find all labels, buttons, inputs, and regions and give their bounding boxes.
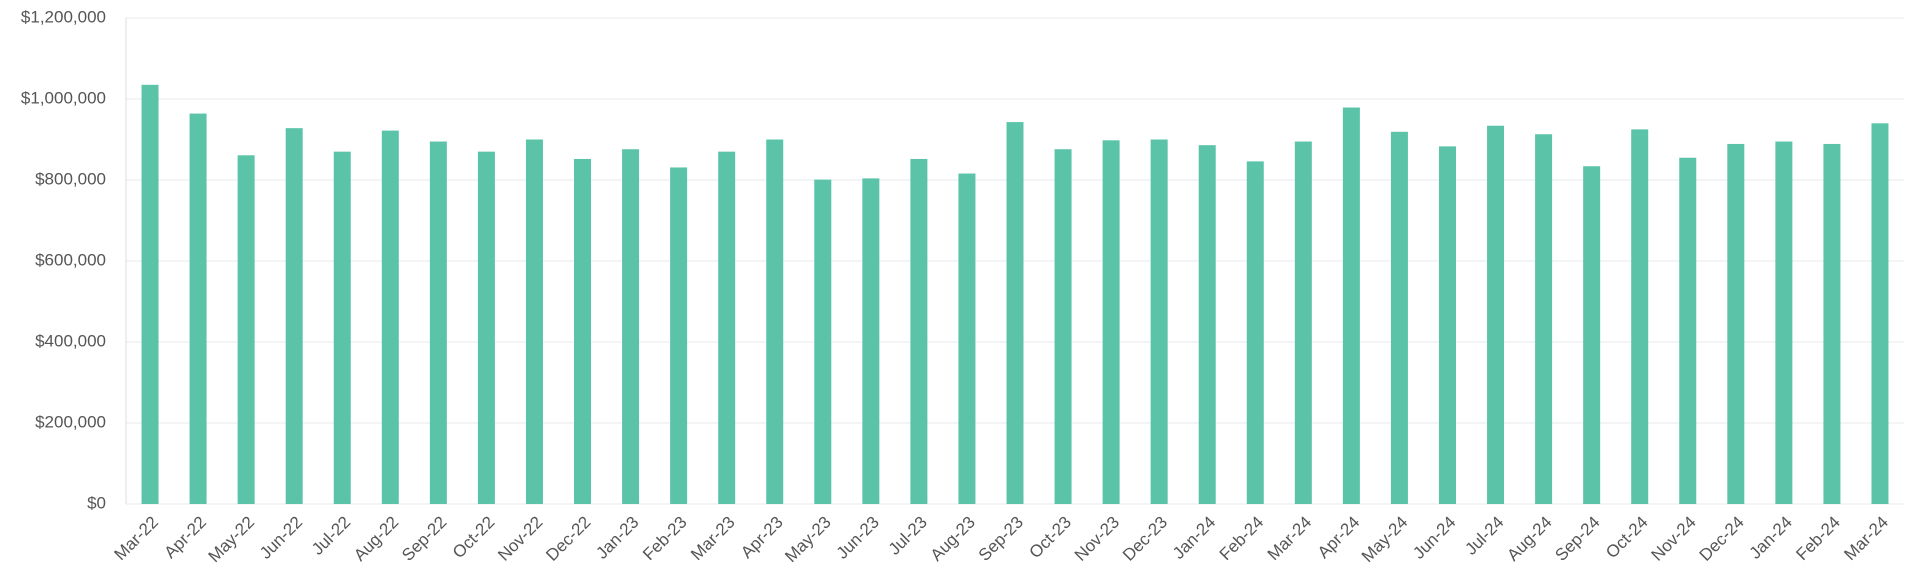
x-tick-label: Mar-24 xyxy=(1264,513,1316,565)
bar xyxy=(1823,143,1841,504)
bar xyxy=(718,151,736,504)
bar xyxy=(910,158,928,504)
y-tick-label: $1,000,000 xyxy=(21,88,106,107)
y-tick-label: $200,000 xyxy=(35,412,106,431)
bar xyxy=(1054,149,1072,504)
x-tick-label: Dec-22 xyxy=(542,513,594,565)
x-tick-label: Jun-22 xyxy=(256,513,306,563)
bar xyxy=(1198,145,1216,505)
bar xyxy=(1390,131,1408,504)
bar xyxy=(1679,157,1697,504)
x-tick-label: May-24 xyxy=(1358,513,1412,567)
x-tick-label: Jan-24 xyxy=(1169,513,1219,563)
x-tick-label: Aug-24 xyxy=(1503,513,1555,565)
x-tick-label: Nov-23 xyxy=(1071,513,1123,565)
bar xyxy=(1342,107,1360,504)
x-tick-label: Apr-24 xyxy=(1314,513,1364,563)
bar xyxy=(670,167,688,504)
y-tick-label: $600,000 xyxy=(35,250,106,269)
bar xyxy=(1246,161,1264,504)
x-tick-label: Sep-22 xyxy=(398,513,450,565)
bar xyxy=(1775,141,1793,504)
x-tick-label: Sep-23 xyxy=(975,513,1027,565)
bar xyxy=(766,139,784,504)
x-tick-label: Jan-23 xyxy=(592,513,642,563)
x-tick-label: Jun-24 xyxy=(1409,513,1459,563)
bar xyxy=(622,149,640,504)
bar xyxy=(333,151,351,504)
y-tick-label: $1,200,000 xyxy=(21,7,106,26)
bar xyxy=(381,130,399,504)
x-tick-label: Sep-24 xyxy=(1551,513,1603,565)
bar xyxy=(477,151,495,504)
x-tick-label: Feb-24 xyxy=(1792,513,1844,565)
x-tick-label: Nov-24 xyxy=(1648,513,1700,565)
bar xyxy=(958,173,976,504)
bar xyxy=(429,141,447,504)
y-tick-label: $0 xyxy=(87,493,106,512)
bar xyxy=(1006,122,1024,505)
x-tick-label: Aug-23 xyxy=(927,513,979,565)
bar xyxy=(862,178,880,504)
bar xyxy=(1583,166,1601,505)
x-tick-label: Dec-23 xyxy=(1119,513,1171,565)
bar xyxy=(1631,129,1649,504)
x-tick-label: Jul-24 xyxy=(1461,513,1507,559)
x-tick-label: Mar-22 xyxy=(111,513,163,565)
bar xyxy=(237,155,255,505)
x-tick-label: Mar-24 xyxy=(1840,513,1892,565)
x-tick-label: Jul-23 xyxy=(885,513,931,559)
bar xyxy=(525,139,543,504)
x-tick-label: Nov-22 xyxy=(494,513,546,565)
x-tick-label: Jun-23 xyxy=(833,513,883,563)
x-tick-label: Feb-24 xyxy=(1216,513,1268,565)
bar xyxy=(1150,139,1168,504)
bar xyxy=(141,84,159,504)
bar xyxy=(1487,125,1505,504)
bar xyxy=(189,113,207,504)
bar xyxy=(1727,143,1745,504)
x-tick-label: Oct-23 xyxy=(1026,513,1076,563)
x-tick-label: Jul-22 xyxy=(308,513,354,559)
x-tick-label: Aug-22 xyxy=(350,513,402,565)
bar xyxy=(1535,134,1553,505)
bar xyxy=(814,179,832,504)
x-tick-label: Apr-22 xyxy=(161,513,211,563)
x-tick-label: Oct-22 xyxy=(449,513,499,563)
y-tick-label: $400,000 xyxy=(35,331,106,350)
bar xyxy=(285,128,303,504)
x-tick-label: Feb-23 xyxy=(639,513,691,565)
bar xyxy=(1871,123,1889,505)
bar xyxy=(1294,141,1312,504)
x-tick-label: Jan-24 xyxy=(1746,513,1796,563)
x-tick-label: May-22 xyxy=(205,513,259,567)
bar xyxy=(574,158,592,504)
y-tick-label: $800,000 xyxy=(35,169,106,188)
x-tick-label: Mar-23 xyxy=(687,513,739,565)
x-tick-label: May-23 xyxy=(781,513,835,567)
x-tick-label: Oct-24 xyxy=(1602,513,1652,563)
bar xyxy=(1102,140,1120,504)
x-tick-label: Dec-24 xyxy=(1696,513,1748,565)
bar xyxy=(1438,146,1456,504)
x-tick-label: Apr-23 xyxy=(737,513,787,563)
